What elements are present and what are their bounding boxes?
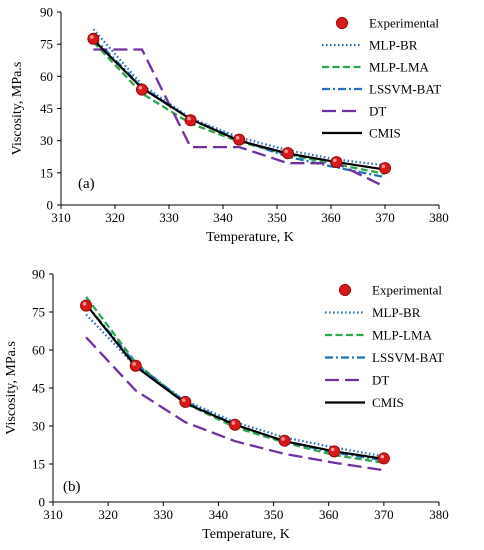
legend-marker-experimental	[335, 16, 348, 29]
x-tick-label: 340	[209, 507, 229, 522]
data-point-experimental	[135, 83, 148, 96]
legend-label: MLP-BR	[369, 38, 418, 53]
x-tick-label: 360	[321, 210, 341, 225]
data-point-highlight	[381, 164, 386, 169]
x-tick-label: 360	[319, 507, 339, 522]
data-point-experimental	[228, 418, 241, 431]
data-point-highlight	[138, 86, 143, 90]
data-point-highlight	[231, 421, 236, 425]
x-tick-label: 320	[105, 210, 125, 225]
y-tick-label: 45	[40, 101, 53, 116]
x-tick-label: 380	[429, 507, 449, 522]
x-tick-label: 350	[267, 210, 287, 225]
series-line-lssvm-bat	[92, 36, 386, 179]
legend-label: Experimental	[372, 283, 442, 298]
y-tick-label: 75	[32, 305, 45, 320]
y-tick-label: 0	[39, 495, 46, 510]
legend-label: DT	[369, 104, 386, 119]
data-point-highlight	[132, 362, 136, 366]
x-tick-label: 310	[43, 507, 63, 522]
series-line-cmis	[92, 39, 386, 171]
legend: Experimental MLP-BR MLP-LMA LSSVM-BAT DT CMIS	[325, 283, 444, 410]
y-tick-label: 30	[40, 133, 53, 148]
data-point-highlight	[284, 149, 289, 154]
y-tick-label: 60	[32, 343, 45, 358]
legend-label: CMIS	[369, 126, 401, 141]
legend-label: MLP-LMA	[369, 60, 430, 75]
panel-label: (b)	[63, 479, 81, 495]
data-point-experimental	[80, 299, 93, 312]
series-line-lssvm-bat	[85, 303, 385, 462]
legend-marker-experimental	[338, 283, 351, 296]
chart-panel-a: 310 320 330 340 350 360 370 380 0 15 30 45 60 75 90 Tem…	[10, 5, 449, 246]
x-tick-label: 370	[375, 210, 395, 225]
data-point-highlight	[90, 35, 94, 39]
legend-label: LSSVM-BAT	[372, 350, 444, 365]
legend-label: CMIS	[372, 395, 404, 410]
data-point-experimental	[328, 445, 341, 458]
y-tick-label: 90	[32, 267, 45, 282]
x-tick-label: 330	[159, 210, 179, 225]
y-axis-label: Viscosity, MPa.s	[4, 341, 19, 435]
x-axis-label: Temperature, K	[202, 527, 290, 542]
data-point-experimental	[129, 359, 142, 372]
y-tick-label: 75	[40, 37, 53, 52]
data-point-highlight	[235, 135, 240, 140]
legend: Experimental MLP-BR MLP-LMA LSSVM-BAT DT CMIS	[322, 16, 441, 141]
x-tick-label: 380	[429, 210, 449, 225]
y-axis-label: Viscosity, MPa.s	[10, 62, 25, 156]
series-line-cmis	[85, 303, 385, 460]
x-tick-label: 330	[154, 507, 174, 522]
data-point-highlight	[380, 454, 385, 459]
x-tick-label: 370	[374, 507, 394, 522]
y-tick-label: 30	[32, 419, 45, 434]
y-tick-label: 60	[40, 69, 53, 84]
y-tick-label: 15	[40, 165, 53, 180]
data-point-experimental	[281, 147, 294, 160]
data-point-highlight	[330, 447, 335, 452]
chart-panel-b: 310 320 330 340 350 360 370 380 0 15 30 45 60 75 90 Tem…	[4, 267, 449, 543]
x-axis-label: Temperature, K	[206, 230, 294, 245]
data-point-experimental	[179, 395, 192, 408]
legend-label: MLP-BR	[372, 305, 421, 320]
series-line-dt	[93, 48, 386, 188]
data-point-experimental	[278, 434, 291, 447]
legend-label: LSSVM-BAT	[369, 82, 441, 97]
y-tick-label: 45	[32, 381, 45, 396]
x-tick-label: 350	[264, 507, 284, 522]
x-tick-label: 340	[213, 210, 233, 225]
data-point-experimental	[378, 162, 391, 175]
x-tick-label: 320	[98, 507, 118, 522]
legend-label: MLP-LMA	[372, 328, 433, 343]
series-line-dt	[85, 336, 385, 472]
data-point-experimental	[184, 114, 197, 127]
data-point-experimental	[330, 156, 343, 169]
series-line-mlp-lma	[85, 296, 385, 464]
data-point-experimental	[87, 32, 100, 45]
data-point-highlight	[281, 437, 285, 441]
panel-label: (a)	[78, 176, 95, 192]
data-point-highlight	[187, 116, 191, 121]
x-tick-label: 310	[51, 210, 71, 225]
legend-label: Experimental	[369, 16, 439, 31]
data-point-experimental	[233, 133, 246, 146]
legend-label: DT	[372, 373, 389, 388]
data-point-highlight	[181, 398, 186, 402]
data-point-highlight	[333, 158, 337, 163]
y-tick-label: 15	[32, 457, 45, 472]
y-tick-label: 0	[47, 198, 54, 213]
y-tick-label: 90	[40, 5, 53, 20]
data-point-highlight	[82, 302, 87, 306]
data-point-experimental	[377, 452, 390, 465]
series-line-mlp-lma	[92, 41, 386, 176]
